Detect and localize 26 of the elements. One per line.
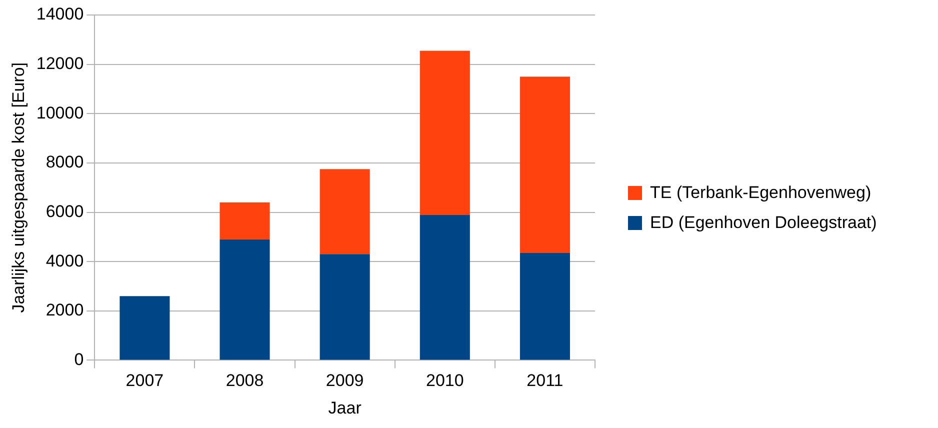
x-tick-label: 2007 [126,371,164,390]
y-tick-label: 14000 [36,4,84,24]
x-tick-label: 2011 [526,371,564,390]
x-tick-label: 2008 [226,371,264,390]
x-tick-label: 2009 [326,371,364,390]
y-tick-label: 2000 [46,300,84,320]
bar [220,239,270,360]
y-tick-label: 12000 [36,54,84,73]
bar [320,169,370,254]
y-tick-label: 10000 [36,103,84,122]
y-tick-label: 4000 [46,251,84,270]
y-axis-title: Jaarlijks uitgespaarde kost [Euro] [8,62,28,313]
x-tick-label: 2010 [426,371,464,390]
bar [120,296,170,360]
bar [420,214,470,360]
legend-label: TE (Terbank-Egenhovenweg) [650,182,872,204]
bar [420,50,470,215]
y-tick-label: 0 [74,350,84,369]
x-axis-title: Jaar [328,398,362,418]
legend-label: ED (Egenhoven Doleegstraat) [650,212,877,234]
y-tick-label: 6000 [46,202,84,221]
bar [220,202,270,240]
y-tick-label: 8000 [46,152,84,172]
bar [520,76,570,253]
bar [320,254,370,360]
bar [520,252,570,360]
